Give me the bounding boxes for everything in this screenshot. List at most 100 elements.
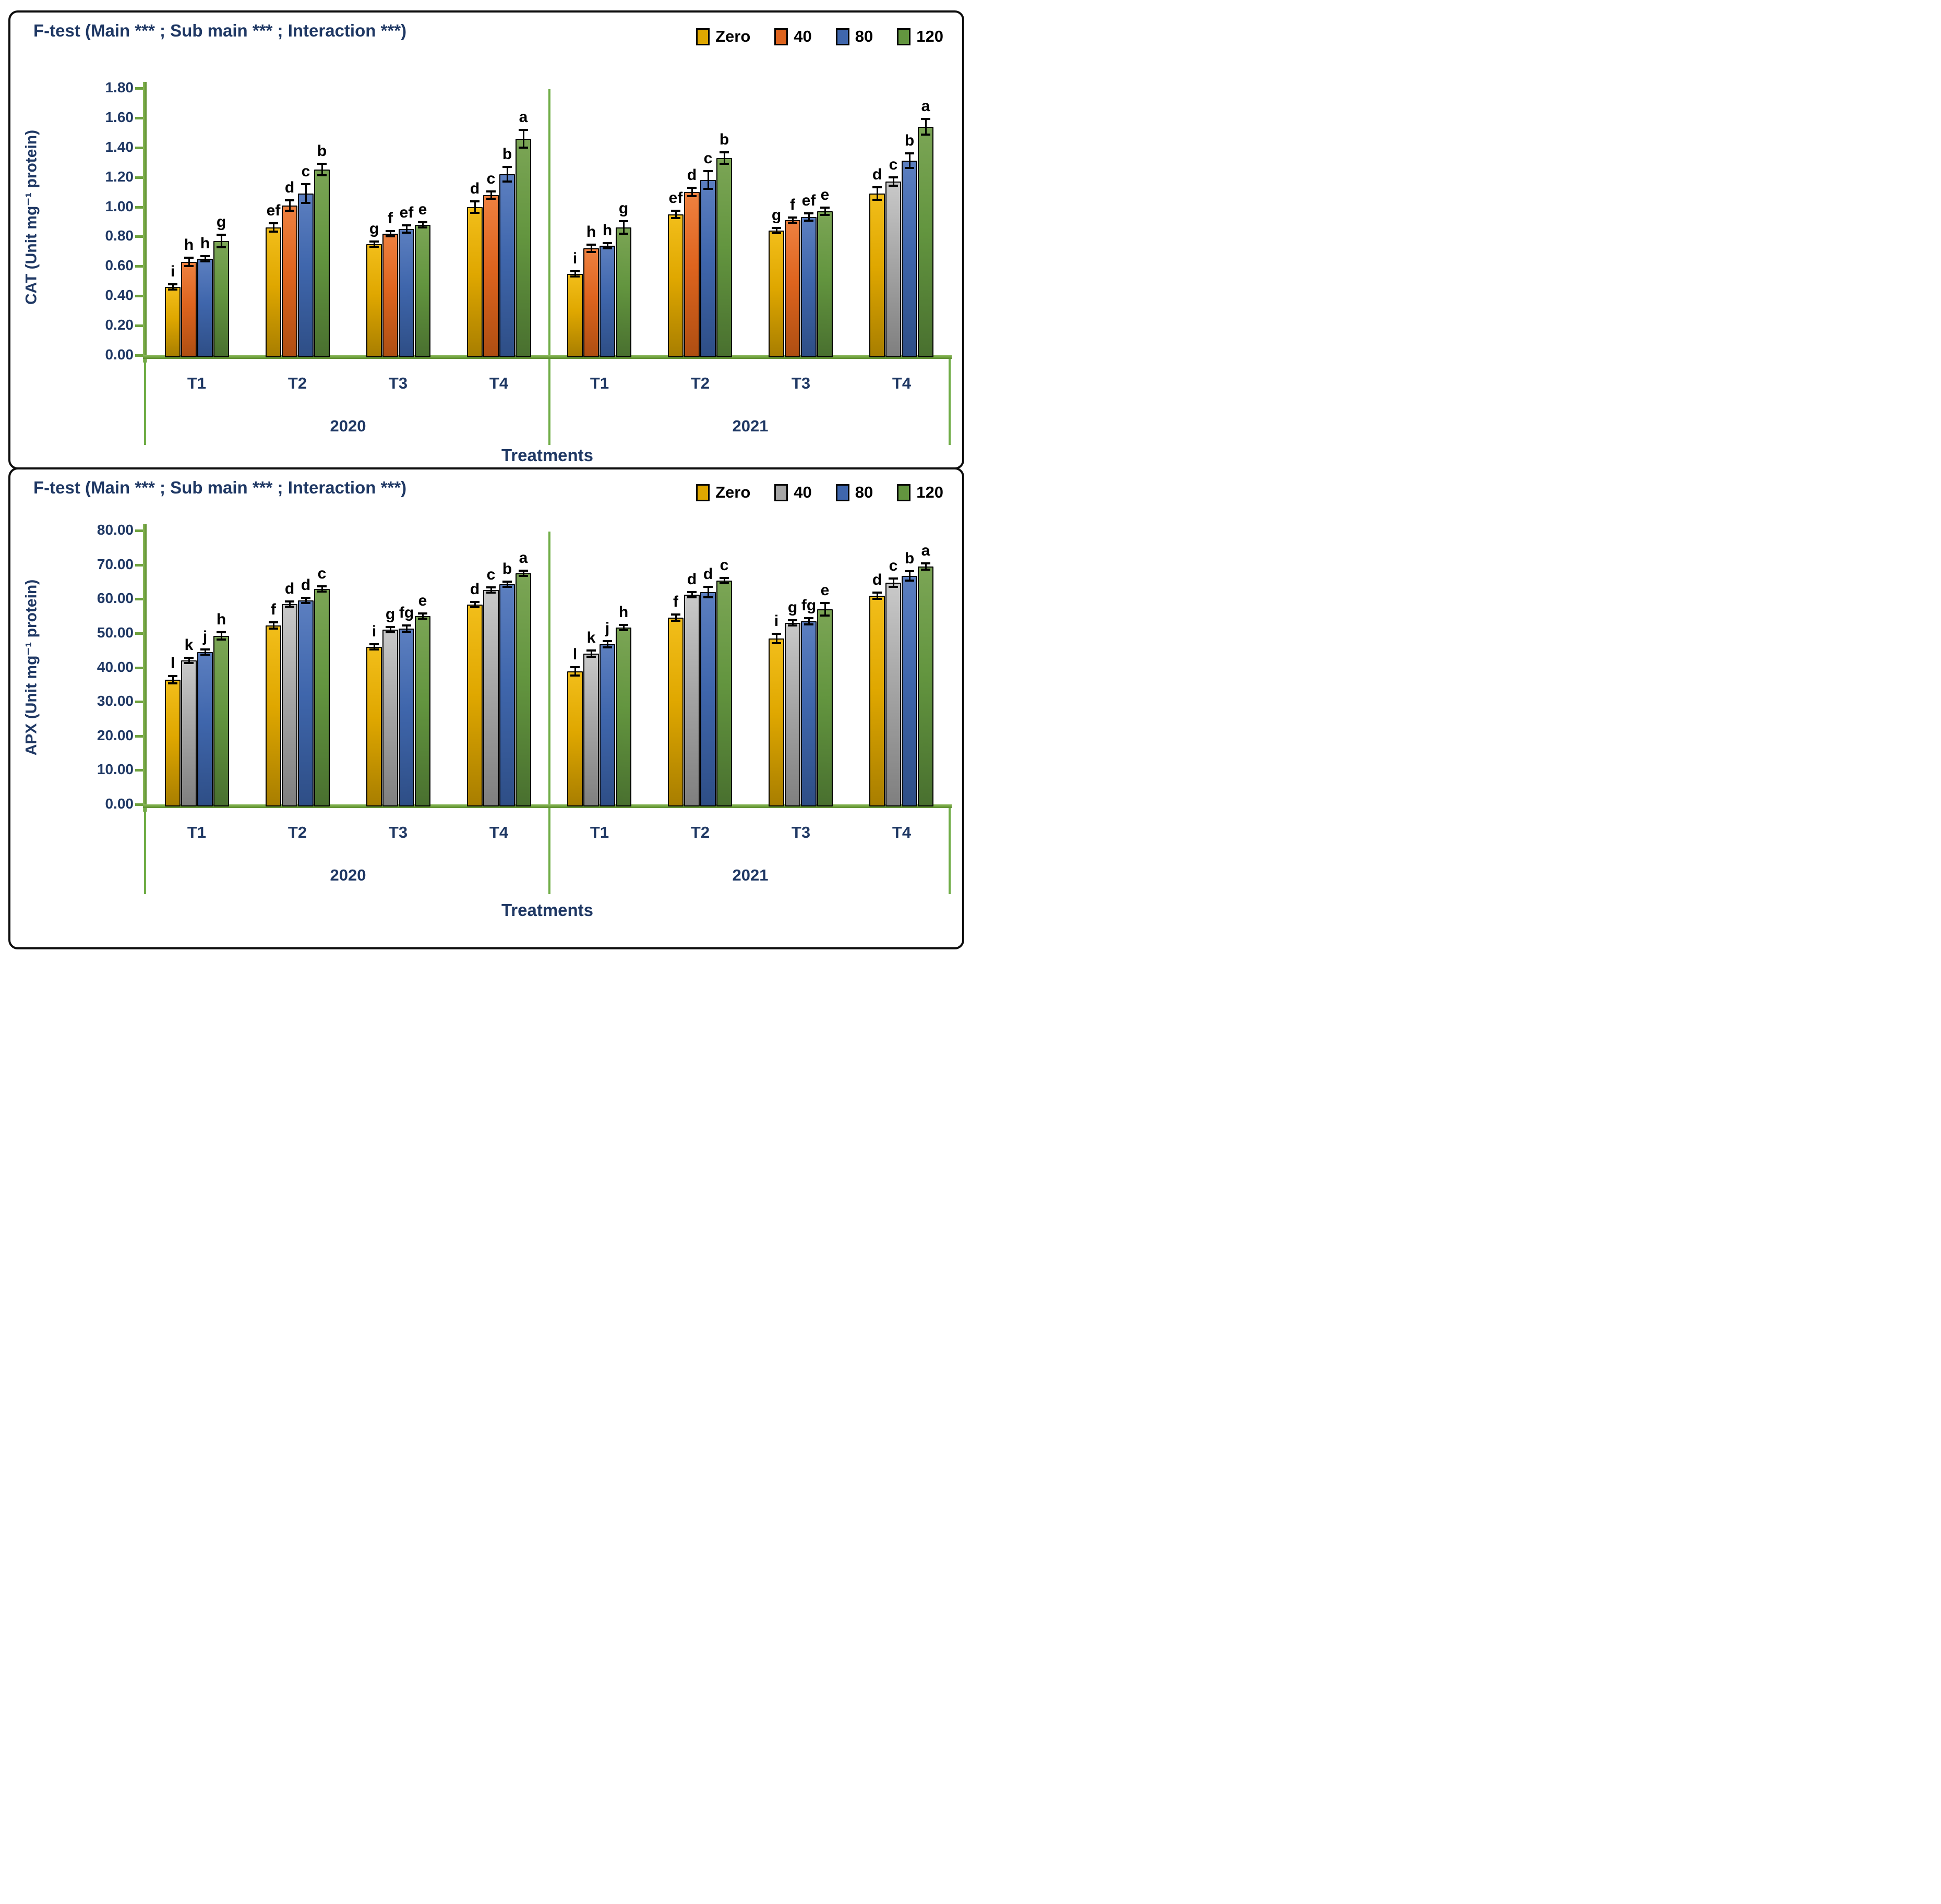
bar-80 [197,259,213,357]
significance-letter: d [284,580,295,597]
bar-40 [684,595,700,806]
y-tick-mark [135,117,143,119]
x-group-label: T1 [590,374,609,392]
year-label: 2020 [330,417,366,435]
error-bar-line [808,619,810,624]
bar-zero [366,647,382,806]
significance-letter: d [687,166,697,184]
y-tick-mark [135,206,143,209]
error-bar-line [305,598,307,602]
axis-bracket-line [548,359,550,445]
error-bar-line [188,658,190,662]
significance-letter: c [486,170,496,187]
error-bar-cap-bottom [889,586,898,588]
f-test-annotation: F-test (Main *** ; Sub main *** ; Intera… [33,21,407,40]
bar-40 [785,220,800,357]
error-bar-line [892,579,894,586]
bar-120 [213,636,229,806]
y-tick-label: 0.00 [105,796,134,812]
y-tick-label: 1.40 [105,139,134,155]
error-bar-line [389,628,391,632]
error-bar-cap-bottom [687,195,697,197]
error-bar-cap-top [586,649,596,652]
error-bar-cap-bottom [586,251,596,253]
legend-label: 80 [855,483,873,501]
error-bar-line [405,226,408,232]
error-bar-cap-top [820,207,830,209]
bar-zero [567,274,583,357]
error-bar-line [220,633,222,639]
error-bar-cap-top [502,581,512,583]
error-bar-cap-bottom [486,198,496,200]
error-bar-line [892,178,894,185]
error-bar-cap-top [905,152,914,154]
significance-letter: g [385,606,396,623]
bar-40 [583,248,599,357]
error-bar-line [373,645,375,649]
error-bar-cap-top [317,585,327,587]
error-bar-line [422,614,424,618]
significance-letter: h [184,236,194,254]
x-group-label: T1 [187,823,207,841]
bar-80 [700,592,716,806]
legend-swatch-80 [835,484,849,501]
y-tick-label: 0.20 [105,317,134,333]
legend-label: Zero [715,483,751,501]
error-bar-cap-bottom [217,638,226,641]
significance-letter: i [572,250,578,267]
x-group-label: T2 [287,374,307,392]
error-bar-line [220,235,222,247]
significance-letter: f [271,601,276,618]
error-bar-line [474,602,476,607]
significance-letter: l [170,655,175,672]
legend-label: 80 [855,27,873,45]
bar-80 [399,629,414,806]
bar-zero [165,680,181,806]
error-bar-cap-bottom [402,631,411,633]
error-bar-cap-bottom [519,147,528,149]
error-bar-line [506,582,508,586]
bar-120 [314,589,330,806]
significance-letter: h [216,611,226,628]
legend-swatch-120 [897,28,911,45]
error-bar-cap-top [872,592,882,594]
error-bar-cap-bottom [402,232,411,234]
significance-letter: ef [266,202,281,219]
significance-letter: a [519,549,528,567]
error-bar-cap-top [402,224,411,226]
error-bar-cap-top [820,602,830,604]
x-group-label: T2 [690,374,710,392]
significance-letter: l [572,646,578,663]
error-bar-line [876,188,878,199]
significance-letter: b [317,142,327,160]
y-axis-line [143,82,147,363]
error-bar-cap-bottom [820,214,830,216]
significance-letter: ef [668,189,683,207]
error-bar-line [574,272,576,276]
error-bar-cap-top [921,118,930,120]
error-bar-line [289,201,291,210]
error-bar-cap-bottom [820,614,830,617]
error-bar-cap-bottom [804,623,813,625]
y-axis-label: APX (Unit mg⁻¹ protein) [22,579,40,756]
bar-zero [769,231,784,357]
y-tick-label: 0.40 [105,287,134,303]
error-bar-line [691,593,693,597]
y-tick-label: 30.00 [97,693,134,709]
significance-letter: g [787,599,798,616]
y-tick-label: 50.00 [97,624,134,641]
error-bar-cap-top [772,227,781,229]
bar-120 [918,127,933,357]
significance-letter: d [284,179,295,196]
legend-swatch-40 [774,28,788,45]
error-bar-line [321,587,323,591]
bar-80 [600,644,615,806]
bar-zero [467,207,483,357]
significance-letter: e [418,201,427,218]
legend: Zero 40 80 120 [696,27,943,46]
error-bar-cap-top [317,163,327,165]
error-bar-cap-top [788,619,797,621]
error-bar-cap-bottom [470,212,480,214]
significance-letter: d [872,571,882,588]
legend-swatch-80 [835,28,849,45]
